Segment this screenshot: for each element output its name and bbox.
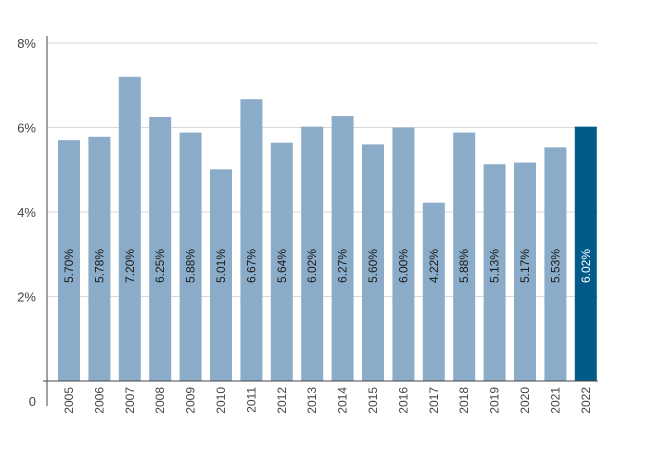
y-tick-label: 4% (17, 205, 36, 220)
x-tick-label: 2016 (396, 387, 410, 414)
bar-2007 (118, 76, 141, 382)
x-tick-labels: 2005 2006 2007 2008 2009 2010 2011 2012 2013 2014… (62, 387, 593, 414)
bar-2010 (210, 169, 232, 381)
data-label: 5.53% (548, 249, 562, 283)
bar-2021 (544, 147, 567, 381)
data-label: 6.27% (336, 249, 350, 283)
data-label: 5.17% (518, 249, 532, 283)
bar-2009 (179, 132, 202, 381)
data-label: 6.02% (579, 249, 593, 283)
y-tick-label: 6% (17, 121, 36, 136)
x-tick-label: 2005 (62, 387, 76, 414)
y-tick-labels: 0 2% 4% 6% 8% (17, 36, 36, 409)
bar-2020 (514, 162, 536, 381)
bar-2008 (149, 116, 172, 381)
data-label: 5.01% (214, 249, 228, 283)
data-label: 5.88% (457, 249, 471, 283)
bar-2005 (58, 140, 80, 381)
x-tick-label: 2011 (244, 387, 258, 413)
x-tick-label: 2017 (427, 387, 441, 414)
bar-2022 (574, 126, 597, 381)
bar-2014 (331, 116, 354, 381)
data-label: 4.22% (427, 249, 441, 283)
x-tick-label: 2009 (184, 387, 198, 414)
x-tick-label: 2015 (366, 387, 380, 414)
y-tick-label: 8% (17, 36, 36, 51)
data-label: 6.25% (153, 249, 167, 283)
data-labels: 5.70% 5.78% 7.20% 6.25% 5.88% 5.01% 6.67% 5.64%… (62, 249, 593, 283)
bar-2015 (362, 144, 384, 381)
y-tick-label: 2% (17, 290, 36, 305)
x-tick-label: 2018 (457, 387, 471, 414)
data-label: 7.20% (123, 249, 137, 283)
x-tick-label: 2013 (305, 387, 319, 414)
bars (58, 76, 597, 382)
bar-2006 (88, 136, 111, 381)
bar-2017 (422, 202, 445, 381)
bar-2018 (453, 132, 476, 381)
data-label: 6.67% (244, 249, 258, 283)
data-label: 5.64% (275, 249, 289, 283)
x-tick-label: 2020 (518, 387, 532, 414)
x-tick-label: 2014 (336, 387, 350, 414)
data-label: 5.70% (62, 249, 76, 283)
bar-2012 (270, 142, 293, 381)
bar-2013 (301, 126, 324, 381)
x-tick-label: 2012 (275, 387, 289, 414)
bar-2019 (483, 164, 506, 381)
data-label: 5.60% (366, 249, 380, 283)
data-label: 5.88% (184, 249, 198, 283)
data-label: 5.78% (92, 249, 106, 283)
bar-2011 (240, 99, 263, 381)
x-tick-label: 2007 (123, 387, 137, 414)
x-tick-label: 2021 (548, 387, 562, 414)
axes (43, 36, 598, 406)
data-label: 6.00% (396, 249, 410, 283)
data-label: 6.02% (305, 249, 319, 283)
bar-2016 (392, 127, 415, 381)
y-tick-label: 0 (29, 394, 36, 409)
x-tick-label: 2022 (579, 387, 593, 414)
x-tick-label: 2010 (214, 387, 228, 414)
data-label: 5.13% (488, 249, 502, 283)
x-tick-label: 2006 (92, 387, 106, 414)
x-tick-label: 2008 (153, 387, 167, 414)
x-tick-label: 2019 (488, 387, 502, 414)
